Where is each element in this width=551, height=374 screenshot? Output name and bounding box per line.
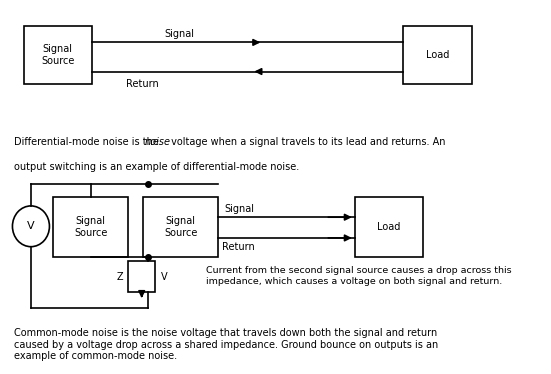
Text: Load: Load	[377, 222, 401, 232]
Bar	[403, 26, 472, 84]
Text: Signal
Source: Signal Source	[164, 217, 197, 238]
Text: Return: Return	[222, 242, 255, 252]
Text: Return: Return	[126, 79, 159, 89]
Text: Load: Load	[426, 50, 449, 60]
Text: Differential-mode noise is the: Differential-mode noise is the	[14, 137, 162, 147]
Text: Signal: Signal	[224, 203, 254, 214]
Text: noise: noise	[145, 137, 171, 147]
Text: V: V	[27, 221, 35, 231]
Text: Common-mode noise is the noise voltage that travels down both the signal and ret: Common-mode noise is the noise voltage t…	[14, 328, 438, 361]
Text: Signal
Source: Signal Source	[74, 217, 107, 238]
Text: Z: Z	[116, 272, 123, 282]
Text: voltage when a signal travels to its lead and returns. An: voltage when a signal travels to its lea…	[168, 137, 445, 147]
Text: V: V	[161, 272, 168, 282]
Bar	[355, 197, 423, 257]
Text: output switching is an example of differential-mode noise.: output switching is an example of differ…	[14, 162, 299, 172]
Bar	[143, 197, 218, 257]
Text: Signal
Source: Signal Source	[41, 45, 74, 66]
Text: Signal: Signal	[165, 29, 195, 39]
Bar	[24, 26, 92, 84]
Bar	[128, 261, 155, 292]
Text: Current from the second signal source causes a drop across this
impedance, which: Current from the second signal source ca…	[206, 266, 512, 286]
Bar	[53, 197, 128, 257]
